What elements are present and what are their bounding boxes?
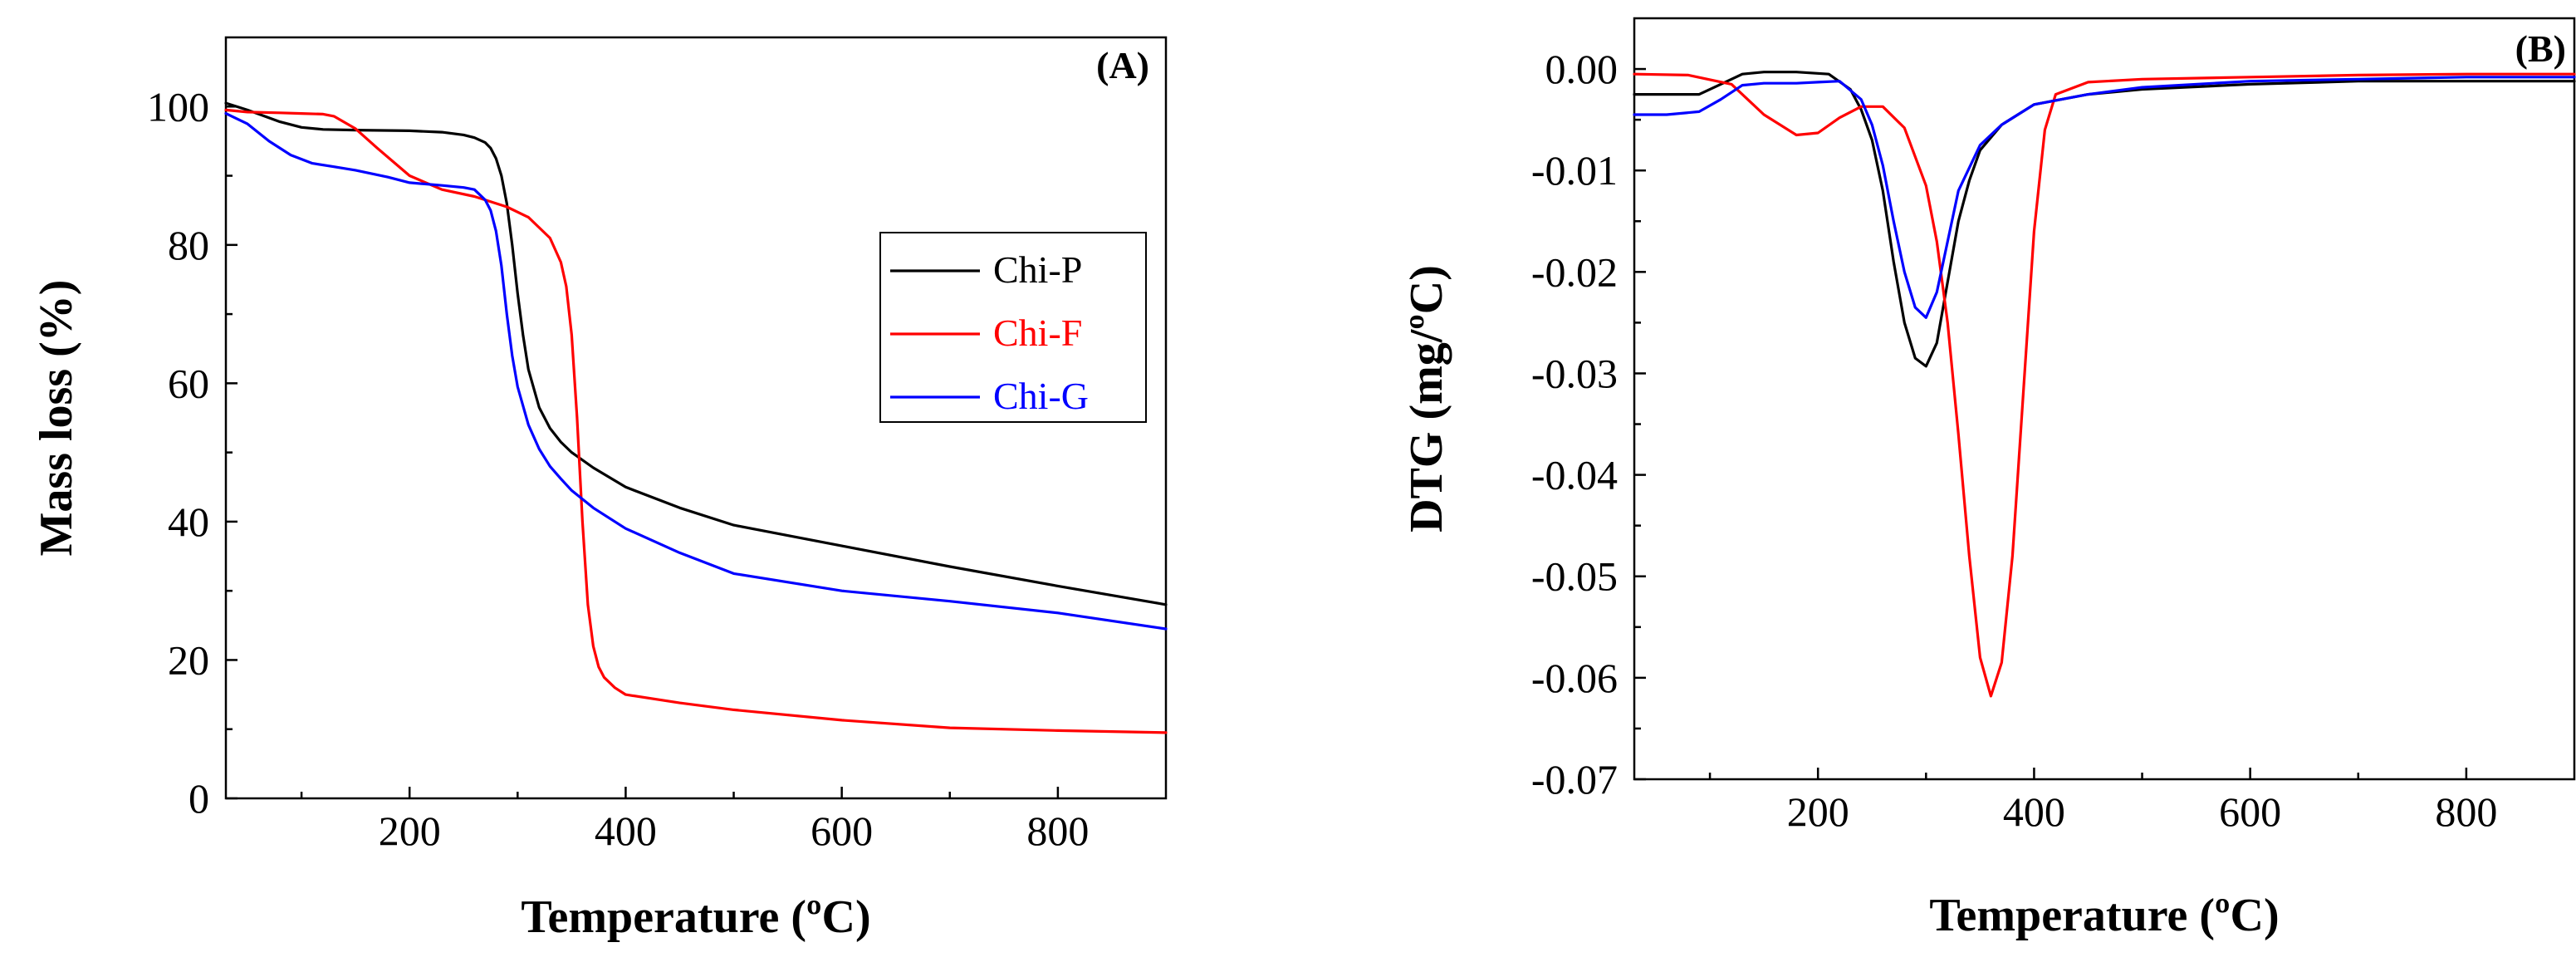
panel-b-y-tick-label: -0.05: [1531, 553, 1618, 600]
panel-b-y-tick-label: -0.02: [1531, 248, 1618, 295]
panel-a-legend-label-chi-p: Chi-P: [993, 248, 1082, 291]
panel-b-x-tick-label: 600: [2219, 788, 2281, 835]
panel-a-x-tick-label: 400: [595, 807, 657, 854]
panel-b-x-tick-label: 200: [1787, 788, 1849, 835]
panel-a-series-chi-f: [224, 108, 1168, 734]
panel-b-frame: [1633, 17, 2576, 781]
panel-a-y-tick-label: 60: [168, 360, 209, 406]
panel-a-y-axis-title: Mass loss (%): [31, 280, 82, 557]
panel-b-y-axis-title: DTG (mg/ºC): [1401, 265, 1452, 533]
panel-b-series-chi-p: [1633, 71, 2576, 368]
panel-a-legend-box: [879, 232, 1147, 423]
panel-a-y-tick-label: 0: [189, 775, 209, 822]
panel-a-frame: [224, 36, 1168, 800]
panel-b-y-tick-label: -0.03: [1531, 350, 1618, 396]
panel-b-y-tick-label: -0.06: [1531, 655, 1618, 701]
panel-b-series-chi-g: [1633, 76, 2576, 319]
panel-a-y-tick-label: 80: [168, 222, 209, 268]
panel-a-legend-label-chi-f: Chi-F: [993, 312, 1082, 354]
panel-a-label: (A): [1096, 44, 1149, 86]
panel-a-y-tick-label: 100: [147, 83, 209, 130]
panel-b-x-axis: 200 400 600 800: [1708, 768, 2497, 835]
panel-b-label: (B): [2515, 27, 2566, 70]
panel-b-y-axis: 0.00 -0.01 -0.02 -0.03 -0.04 -0.05 -0.06 -0.07: [1531, 46, 1646, 803]
panel-a-series: [224, 101, 1168, 734]
panel-b-x-tick-label: 400: [2003, 788, 2065, 835]
panel-b-x-tick-label: 800: [2435, 788, 2497, 835]
panel-b-series-chi-f: [1633, 72, 2576, 698]
panel-b-y-tick-label: -0.07: [1531, 756, 1618, 803]
panel-a-y-axis: 0 20 40 60 80 100: [147, 83, 238, 822]
panel-a-x-tick-label: 200: [379, 807, 441, 854]
panel-a-series-chi-g: [224, 112, 1168, 631]
panel-a-legend: Chi-P Chi-F Chi-G: [879, 232, 1147, 423]
panel-b-y-tick-label: -0.01: [1531, 147, 1618, 194]
panel-a: 200 400 600 800 0 20 40 60 80 100 (A) Chi-P Chi-F…: [31, 36, 1168, 943]
panel-a-x-axis: 200 400 600 800: [300, 787, 1089, 854]
panel-a-x-tick-label: 600: [811, 807, 873, 854]
panel-b: 200 400 600 800 0.00 -0.01 -0.02 -0.03 -0.04 -0.…: [1401, 17, 2576, 941]
panel-b-x-axis-title: Temperature (ºC): [1929, 890, 2279, 941]
panel-a-x-axis-title: Temperature (ºC): [521, 891, 870, 943]
panel-a-y-tick-label: 40: [168, 498, 209, 545]
panel-b-y-tick-label: -0.04: [1531, 452, 1618, 498]
panel-b-series: [1633, 71, 2576, 698]
panel-a-y-tick-label: 20: [168, 636, 209, 683]
panel-a-x-tick-label: 800: [1026, 807, 1089, 854]
panel-b-y-tick-label: 0.00: [1545, 46, 1619, 92]
panel-a-legend-label-chi-g: Chi-G: [993, 375, 1089, 417]
